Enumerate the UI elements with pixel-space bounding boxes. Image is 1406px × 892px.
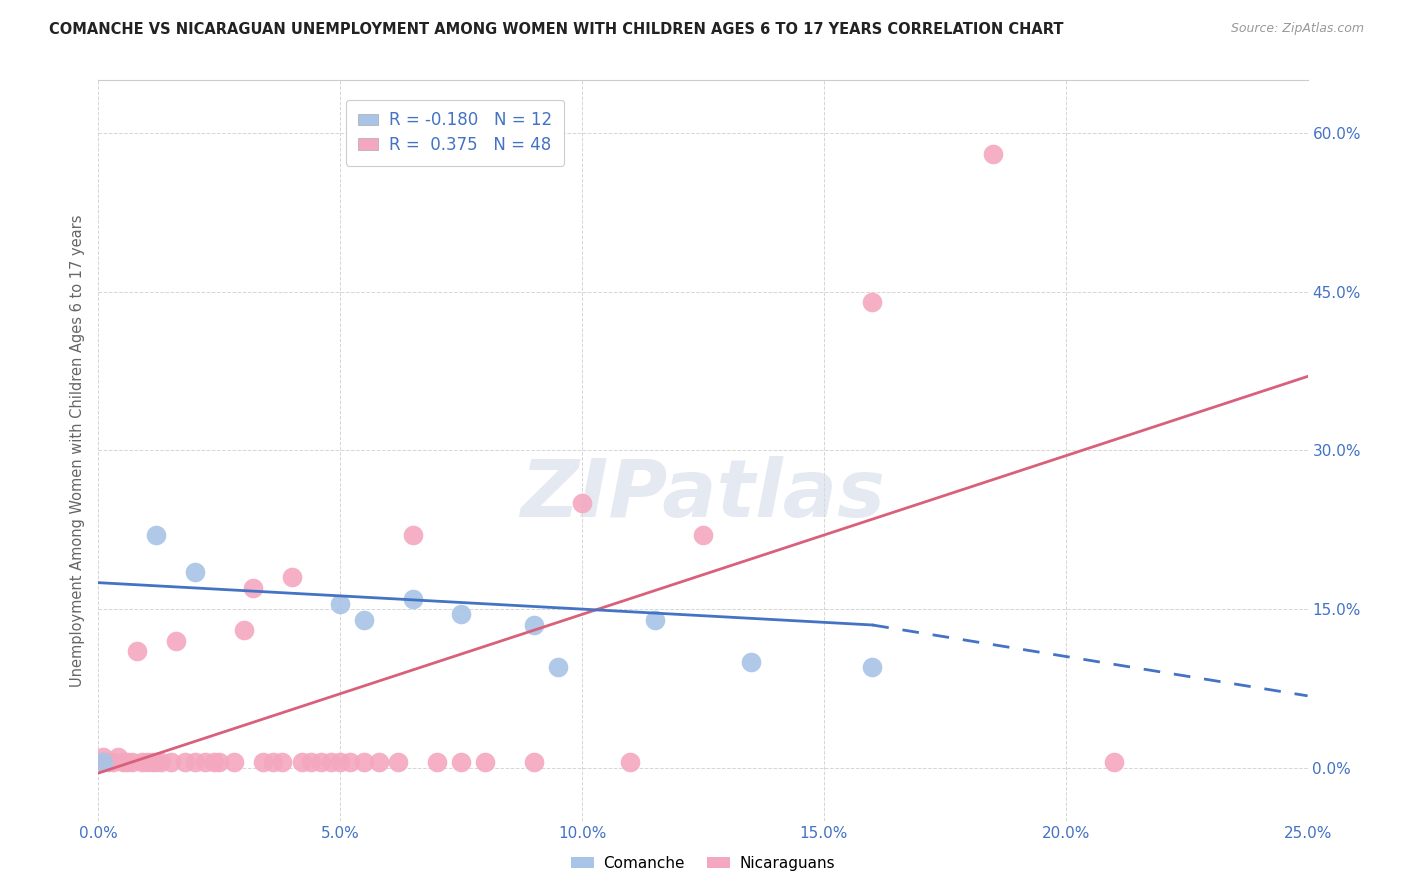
Point <box>353 756 375 770</box>
Point <box>329 597 352 611</box>
Point <box>387 756 409 770</box>
Point <box>101 756 124 770</box>
Point <box>165 633 187 648</box>
Text: Source: ZipAtlas.com: Source: ZipAtlas.com <box>1230 22 1364 36</box>
Point <box>107 750 129 764</box>
Point <box>299 756 322 770</box>
Point <box>474 756 496 770</box>
Text: ZIPatlas: ZIPatlas <box>520 456 886 534</box>
Point <box>450 607 472 622</box>
Point <box>91 756 114 770</box>
Point <box>91 750 114 764</box>
Point <box>329 756 352 770</box>
Point <box>262 756 284 770</box>
Point <box>184 756 207 770</box>
Point <box>571 496 593 510</box>
Point <box>619 756 641 770</box>
Point <box>242 581 264 595</box>
Point <box>252 756 274 770</box>
Point <box>145 528 167 542</box>
Point <box>290 756 312 770</box>
Text: COMANCHE VS NICARAGUAN UNEMPLOYMENT AMONG WOMEN WITH CHILDREN AGES 6 TO 17 YEARS: COMANCHE VS NICARAGUAN UNEMPLOYMENT AMON… <box>49 22 1064 37</box>
Point <box>339 756 361 770</box>
Point <box>740 655 762 669</box>
Point <box>127 644 149 658</box>
Point <box>450 756 472 770</box>
Point <box>141 756 163 770</box>
Point <box>644 613 666 627</box>
Legend: R = -0.180   N = 12, R =  0.375   N = 48: R = -0.180 N = 12, R = 0.375 N = 48 <box>346 100 564 166</box>
Point <box>1102 756 1125 770</box>
Point <box>426 756 449 770</box>
Point <box>145 756 167 770</box>
Point <box>194 756 217 770</box>
Point <box>184 565 207 579</box>
Point <box>91 756 114 770</box>
Y-axis label: Unemployment Among Women with Children Ages 6 to 17 years: Unemployment Among Women with Children A… <box>70 214 86 687</box>
Point <box>402 591 425 606</box>
Point <box>208 756 231 770</box>
Point <box>281 570 304 584</box>
Point <box>319 756 342 770</box>
Legend: Comanche, Nicaraguans: Comanche, Nicaraguans <box>565 850 841 877</box>
Point <box>160 756 183 770</box>
Point <box>523 756 546 770</box>
Point <box>174 756 197 770</box>
Point <box>204 756 226 770</box>
Point <box>97 756 120 770</box>
Point <box>309 756 332 770</box>
Point <box>981 147 1004 161</box>
Point <box>232 624 254 638</box>
Point <box>523 618 546 632</box>
Point <box>135 756 157 770</box>
Point <box>402 528 425 542</box>
Point <box>111 756 134 770</box>
Point <box>860 660 883 674</box>
Point <box>117 756 139 770</box>
Point <box>271 756 294 770</box>
Point <box>131 756 153 770</box>
Point <box>222 756 245 770</box>
Point <box>121 756 143 770</box>
Point <box>150 756 173 770</box>
Point <box>692 528 714 542</box>
Point <box>860 295 883 310</box>
Point <box>353 613 375 627</box>
Point <box>547 660 569 674</box>
Point <box>368 756 391 770</box>
